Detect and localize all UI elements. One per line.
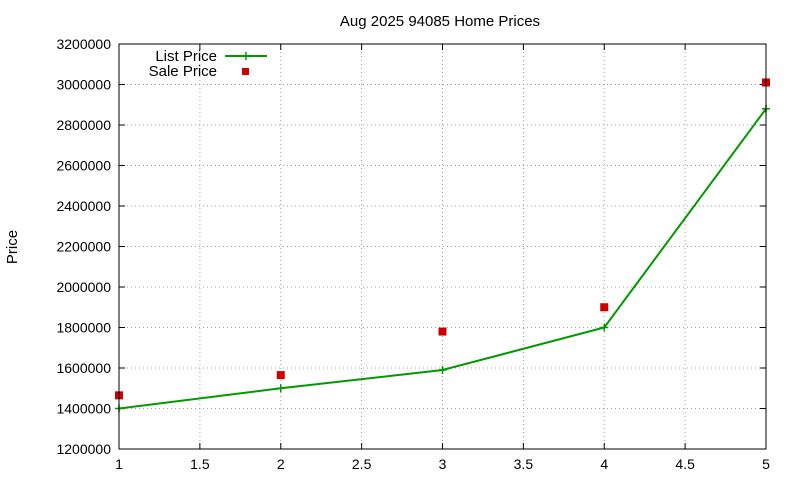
legend: List Price Sale Price <box>149 48 267 80</box>
sale-price-point <box>600 303 609 312</box>
grid-lines <box>119 44 766 449</box>
list-price-line <box>118 108 767 410</box>
y-tick-label: 2400000 <box>56 198 111 214</box>
sale-price-point <box>276 371 285 380</box>
list-price-point <box>600 323 609 332</box>
x-tick-label: 1 <box>115 456 123 472</box>
list-price-point <box>438 366 447 375</box>
x-tick-label: 5 <box>762 456 770 472</box>
legend-label-sale-price: Sale Price <box>149 63 217 80</box>
x-tick-label: 3 <box>439 456 447 472</box>
y-tick-label: 1600000 <box>56 360 111 376</box>
y-tick-label: 2000000 <box>56 279 111 295</box>
legend-marker-list-price <box>242 52 250 60</box>
x-tick-label: 1.5 <box>190 456 210 472</box>
y-tick-label: 2800000 <box>56 117 111 133</box>
y-tick-label: 2600000 <box>56 158 111 174</box>
legend-label-list-price: List Price <box>155 48 217 65</box>
list-price-point <box>276 384 285 393</box>
x-tick-label: 4.5 <box>675 456 695 472</box>
y-tick-label: 3200000 <box>56 36 111 52</box>
y-tick-label: 2200000 <box>56 239 111 255</box>
x-tick-labels: 1 1.5 2 2.5 3 3.5 4 4.5 5 <box>115 456 770 472</box>
y-axis-label: Price <box>4 230 21 264</box>
x-tick-label: 3.5 <box>514 456 534 472</box>
y-tick-label: 3000000 <box>56 77 111 93</box>
y-tick-labels: 1200000 1400000 1600000 1800000 2000000 22000… <box>56 36 111 457</box>
x-tick-label: 4 <box>600 456 608 472</box>
y-tick-label: 1200000 <box>56 441 111 457</box>
x-tick-label: 2 <box>277 456 285 472</box>
x-tick-label: 2.5 <box>352 456 372 472</box>
legend-marker-sale-price <box>242 68 249 75</box>
y-tick-label: 1400000 <box>56 401 111 417</box>
chart-title: Aug 2025 94085 Home Prices <box>340 13 540 30</box>
plot-frame <box>118 43 767 450</box>
sale-price-point <box>438 327 447 336</box>
y-tick-label: 1800000 <box>56 320 111 336</box>
